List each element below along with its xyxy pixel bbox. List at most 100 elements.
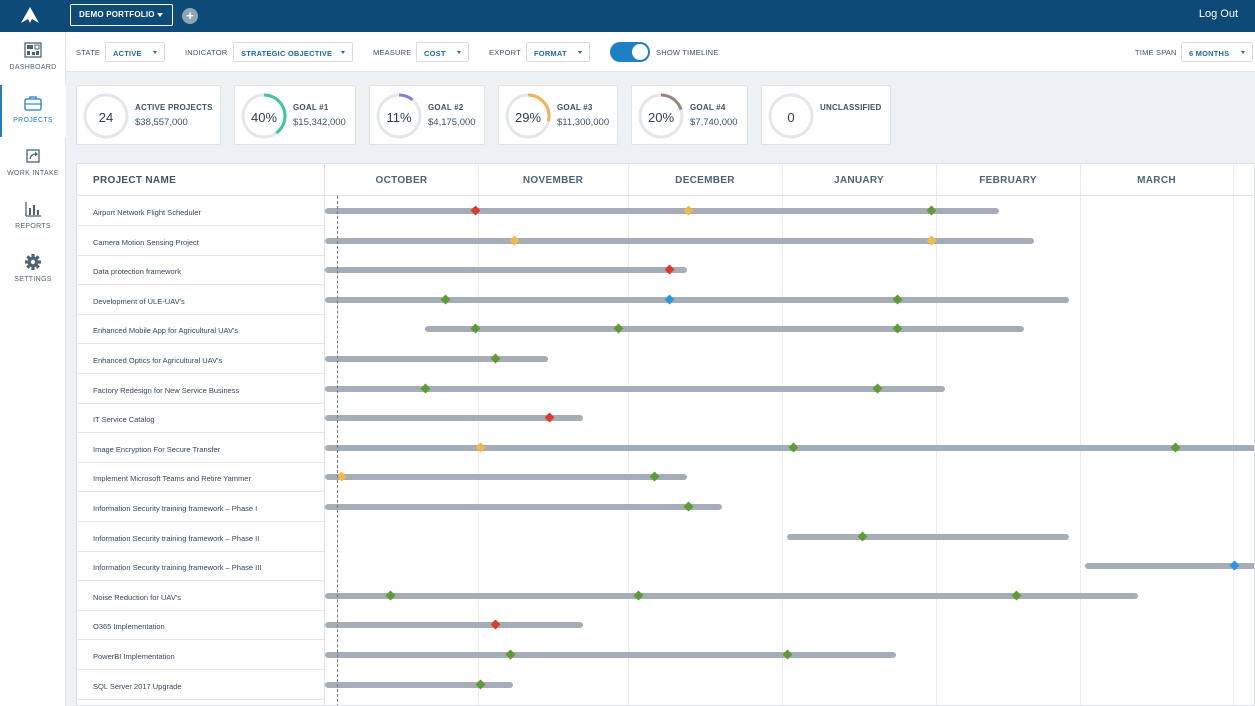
timeline-bar[interactable] xyxy=(325,237,1034,244)
sidebar-item-label: WORK INTAKE xyxy=(7,170,59,177)
table-row[interactable]: Information Security training framework … xyxy=(77,551,1254,582)
row-divider xyxy=(77,343,324,345)
project-name[interactable]: IT Service Catalog xyxy=(93,415,155,425)
table-row[interactable]: Enhanced Mobile App for Agricultural UAV… xyxy=(77,314,1254,345)
chevron-down-icon xyxy=(578,51,582,54)
table-row[interactable]: PowerBI Implementation xyxy=(77,640,1254,670)
project-name[interactable]: Image Encryption For Secure Transfer xyxy=(93,444,221,454)
project-name[interactable]: Development of ULE-UAV's xyxy=(93,296,185,306)
card-value: 11% xyxy=(386,110,412,125)
measure-label: MEASURE xyxy=(373,48,412,57)
project-name-header[interactable]: PROJECT NAME xyxy=(93,175,177,186)
chevron-down-icon xyxy=(153,51,157,54)
add-portfolio-button[interactable]: + xyxy=(182,8,198,24)
project-name[interactable]: Information Security training framework … xyxy=(93,504,258,513)
export-select[interactable]: FORMAT xyxy=(526,42,590,62)
progress-ring xyxy=(376,93,422,139)
table-row[interactable]: Airport Network Flight Scheduler xyxy=(77,196,1254,226)
project-name[interactable]: Data protection framework xyxy=(93,267,181,277)
timeline-bar[interactable] xyxy=(325,652,896,658)
chevron-down-icon xyxy=(157,13,163,17)
timeline-bar[interactable] xyxy=(325,622,583,629)
project-name[interactable]: O365 Implementation xyxy=(93,622,165,632)
portfolio-selector[interactable]: DEMO PORTFOLIO xyxy=(70,4,173,26)
table-row[interactable]: Implement Microsoft Teams and Retire Yam… xyxy=(77,462,1254,493)
row-divider xyxy=(77,698,324,700)
state-select[interactable]: ACTIVE xyxy=(105,42,165,62)
table-row[interactable]: Image Encryption For Secure Transfer xyxy=(77,433,1254,463)
month-divider xyxy=(478,164,479,705)
table-row[interactable]: O365 Implementation xyxy=(77,610,1254,641)
row-divider xyxy=(77,254,324,256)
timeline-bar[interactable] xyxy=(325,267,687,274)
card-amount: $11,300,000 xyxy=(557,117,610,128)
table-row[interactable]: Factory Redesign for New Service Busines… xyxy=(77,374,1254,404)
top-bar: DEMO PORTFOLIO + Log Out xyxy=(0,0,1255,32)
table-row[interactable]: Information Security training framework … xyxy=(77,492,1254,522)
project-name[interactable]: Information Security training framework … xyxy=(93,563,262,573)
card-goal-4[interactable]: 20% GOAL #4 $7,740,000 xyxy=(631,85,748,145)
card-unclassified[interactable]: 0 UNCLASSIFIED xyxy=(761,85,891,145)
chevron-down-icon xyxy=(1241,51,1245,54)
export-label: EXPORT xyxy=(489,48,521,57)
card-goal-1[interactable]: 40% GOAL #1 $15,342,000 xyxy=(234,85,356,145)
logout-link[interactable]: Log Out xyxy=(1198,8,1238,20)
card-goal-3[interactable]: 29% GOAL #3 $11,300,000 xyxy=(498,85,618,145)
progress-ring xyxy=(505,93,551,139)
sidebar-item-settings[interactable]: SETTINGS xyxy=(0,244,66,296)
row-divider xyxy=(77,284,324,286)
indicator-select[interactable]: STRATEGIC OBJECTIVE xyxy=(233,42,353,62)
card-active-projects[interactable]: 24 ACTIVE PROJECTS $38,557,000 xyxy=(76,85,221,145)
card-value: 40% xyxy=(250,110,278,125)
project-name[interactable]: Enhanced Optics for Agricultural UAV's xyxy=(93,356,223,365)
table-row[interactable]: Development of ULE-UAV's xyxy=(77,285,1254,315)
table-row[interactable]: SQL Server 2017 Upgrade xyxy=(77,670,1254,700)
timeline-bar[interactable] xyxy=(787,533,1069,540)
timeline-bar[interactable] xyxy=(325,296,1069,303)
timeline-bar[interactable] xyxy=(325,681,513,688)
row-divider xyxy=(77,432,324,434)
month-divider xyxy=(782,164,783,705)
timeline-bar[interactable] xyxy=(325,504,722,510)
timeline-bar[interactable] xyxy=(325,208,999,214)
project-name[interactable]: Implement Microsoft Teams and Retire Yam… xyxy=(93,474,251,484)
project-name[interactable]: Factory Redesign for New Service Busines… xyxy=(93,385,240,395)
project-name[interactable]: Information Security training framework … xyxy=(93,533,260,543)
timespan-label: TIME SPAN xyxy=(1135,48,1177,57)
timeline-bar[interactable] xyxy=(325,356,548,362)
table-row[interactable]: Noise Reduction for UAV's xyxy=(77,581,1254,611)
table-row[interactable]: Camera Motion Sensing Project xyxy=(77,226,1254,256)
table-row[interactable]: Data protection framework xyxy=(77,255,1254,286)
timeline-bar[interactable] xyxy=(425,326,1024,333)
project-name[interactable]: Enhanced Mobile App for Agricultural UAV… xyxy=(93,326,239,336)
timespan-select[interactable]: 6 MONTHS xyxy=(1181,42,1253,62)
timeline-bar[interactable] xyxy=(325,474,687,481)
timeline-toggle[interactable] xyxy=(610,42,650,62)
project-name[interactable]: Noise Reduction for UAV's xyxy=(93,592,181,602)
project-name[interactable]: PowerBI Implementation xyxy=(93,652,175,661)
progress-ring xyxy=(638,93,684,139)
project-name[interactable]: Camera Motion Sensing Project xyxy=(93,237,199,247)
timeline-bar[interactable] xyxy=(325,385,945,392)
table-row[interactable]: Enhanced Optics for Agricultural UAV's xyxy=(77,344,1254,374)
sidebar-item-work-intake[interactable]: WORK INTAKE xyxy=(0,138,66,190)
month-divider xyxy=(628,164,629,705)
progress-arc xyxy=(638,93,684,139)
timeline-bar[interactable] xyxy=(325,592,1138,599)
logo-icon[interactable] xyxy=(21,7,39,23)
project-name[interactable]: SQL Server 2017 Upgrade xyxy=(93,681,182,691)
timeline-bar[interactable] xyxy=(1085,563,1254,570)
row-divider xyxy=(77,609,324,611)
sidebar-item-label: SETTINGS xyxy=(14,276,52,283)
row-divider xyxy=(77,225,324,226)
project-name[interactable]: Airport Network Flight Scheduler xyxy=(93,208,201,217)
month-label: NOVEMBER xyxy=(522,175,584,186)
sidebar-item-projects[interactable]: PROJECTS xyxy=(0,85,66,137)
table-row[interactable]: IT Service Catalog xyxy=(77,403,1254,434)
timeline-bar[interactable] xyxy=(325,415,583,422)
sidebar-item-reports[interactable]: REPORTS xyxy=(0,191,66,243)
measure-select[interactable]: COST xyxy=(416,42,469,62)
table-row[interactable]: Information Security training framework … xyxy=(77,522,1254,552)
card-goal-2[interactable]: 11% GOAL #2 $4,175,000 xyxy=(369,85,485,145)
sidebar-item-dashboard[interactable]: DASHBOARD xyxy=(0,32,66,84)
